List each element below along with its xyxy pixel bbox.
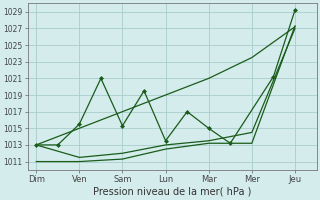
X-axis label: Pression niveau de la mer( hPa ): Pression niveau de la mer( hPa ) <box>93 187 251 197</box>
